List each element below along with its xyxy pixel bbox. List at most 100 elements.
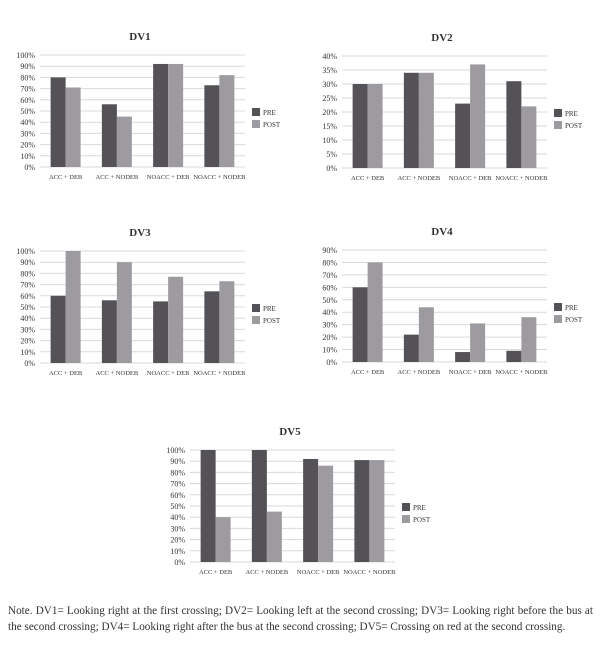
y-tick-label: 20%: [20, 337, 35, 346]
x-tick-label: NOACC + NODEB: [343, 569, 396, 576]
bar-post: [470, 64, 486, 168]
y-tick-label: 90%: [170, 457, 185, 466]
y-tick-label: 80%: [170, 468, 185, 477]
x-tick-label: ACC + NODEB: [96, 370, 139, 377]
legend-label: POST: [413, 516, 431, 524]
bar-post: [168, 63, 184, 167]
y-tick-label: 60%: [20, 292, 35, 301]
y-tick-label: 10%: [20, 152, 35, 161]
x-tick-label: ACC + DEB: [49, 174, 83, 181]
y-tick-label: 50%: [322, 296, 337, 305]
legend-label: PRE: [263, 305, 276, 313]
bar-post: [418, 307, 434, 362]
legend-swatch-post: [252, 316, 260, 324]
bar-pre: [101, 104, 117, 167]
bar-pre: [200, 450, 216, 562]
chart-title: DV4: [431, 226, 453, 238]
legend-swatch-post: [554, 121, 562, 129]
y-tick-label: 40%: [170, 513, 185, 522]
legend-label: PRE: [565, 304, 578, 312]
y-tick-label: 50%: [20, 303, 35, 312]
legend-swatch-pre: [252, 304, 260, 312]
y-tick-label: 5%: [326, 150, 337, 159]
y-tick-label: 40%: [322, 52, 337, 61]
legend-label: POST: [263, 317, 281, 325]
y-tick-label: 90%: [20, 258, 35, 267]
y-tick-label: 80%: [322, 258, 337, 267]
x-tick-label: NOACC + DEB: [297, 569, 340, 576]
y-tick-label: 30%: [170, 524, 185, 533]
legend-swatch-post: [554, 315, 562, 323]
x-tick-label: ACC + NODEB: [96, 174, 139, 181]
legend-swatch-post: [252, 120, 260, 128]
x-tick-label: ACC + NODEB: [398, 369, 441, 376]
bar-post: [521, 106, 537, 168]
y-tick-label: 100%: [16, 247, 35, 256]
legend-swatch-pre: [402, 503, 410, 511]
chart-dv3: DV3 0% 10% 20% 30% 40% 50% 60% 70% 80% 90% 100% ACC …: [16, 227, 281, 377]
figure-note: Note. DV1= Looking right at the first cr…: [8, 605, 593, 633]
y-tick-label: 100%: [166, 446, 185, 455]
y-tick-label: 0%: [174, 558, 185, 567]
y-tick-label: 30%: [20, 129, 35, 138]
y-tick-label: 30%: [20, 325, 35, 334]
bar-pre: [354, 460, 370, 562]
bar-pre: [506, 81, 522, 168]
y-tick-label: 90%: [322, 246, 337, 255]
y-tick-label: 0%: [326, 164, 337, 173]
x-tick-label: ACC + NODEB: [398, 175, 441, 182]
bar-pre: [506, 350, 522, 362]
bar-pre: [204, 291, 220, 363]
y-tick-label: 60%: [170, 491, 185, 500]
y-tick-label: 60%: [20, 96, 35, 105]
y-tick-label: 70%: [322, 271, 337, 280]
x-tick-label: NOACC + DEB: [449, 369, 492, 376]
y-tick-label: 60%: [322, 283, 337, 292]
y-tick-label: 10%: [170, 547, 185, 556]
y-tick-label: 20%: [322, 333, 337, 342]
legend-label: PRE: [413, 504, 426, 512]
bar-pre: [50, 77, 66, 167]
x-tick-label: ACC + NODEB: [246, 569, 289, 576]
chart-dv4: DV4 0% 10% 20% 30% 40% 50% 60% 70% 80% 90% ACC + DE…: [322, 226, 583, 376]
legend-swatch-post: [402, 515, 410, 523]
y-tick-label: 80%: [20, 73, 35, 82]
bar-post: [168, 276, 184, 363]
y-tick-label: 10%: [322, 136, 337, 145]
x-tick-label: NOACC + NODEB: [193, 370, 246, 377]
y-tick-label: 40%: [20, 118, 35, 127]
bar-post: [215, 517, 231, 562]
y-tick-label: 50%: [170, 502, 185, 511]
bar-post: [116, 262, 132, 363]
bar-post: [470, 323, 486, 362]
y-tick-label: 20%: [322, 108, 337, 117]
y-tick-label: 30%: [322, 321, 337, 330]
x-tick-label: ACC + DEB: [49, 370, 83, 377]
legend-swatch-pre: [554, 303, 562, 311]
bar-post: [521, 317, 537, 362]
bar-pre: [403, 72, 419, 168]
bar-post: [369, 460, 385, 562]
bar-post: [367, 262, 383, 362]
bar-pre: [153, 63, 169, 167]
bar-post: [219, 281, 235, 363]
y-tick-label: 20%: [20, 141, 35, 150]
y-tick-label: 25%: [322, 94, 337, 103]
chart-title: DV5: [279, 426, 301, 438]
legend-label: PRE: [565, 110, 578, 118]
bar-post: [65, 251, 81, 363]
bar-pre: [403, 334, 419, 362]
y-tick-label: 50%: [20, 107, 35, 116]
legend-label: POST: [263, 121, 281, 129]
y-tick-label: 0%: [24, 163, 35, 172]
legend-label: PRE: [263, 109, 276, 117]
y-tick-label: 0%: [24, 359, 35, 368]
bar-post: [318, 465, 334, 562]
x-tick-label: ACC + DEB: [351, 175, 385, 182]
y-tick-label: 100%: [16, 51, 35, 60]
y-tick-label: 70%: [170, 480, 185, 489]
bar-pre: [455, 352, 471, 362]
bar-post: [266, 511, 282, 562]
chart-dv1: DV1 0% 10% 20% 30% 40% 50% 60% 70% 80% 90% 100% ACC …: [16, 31, 281, 181]
